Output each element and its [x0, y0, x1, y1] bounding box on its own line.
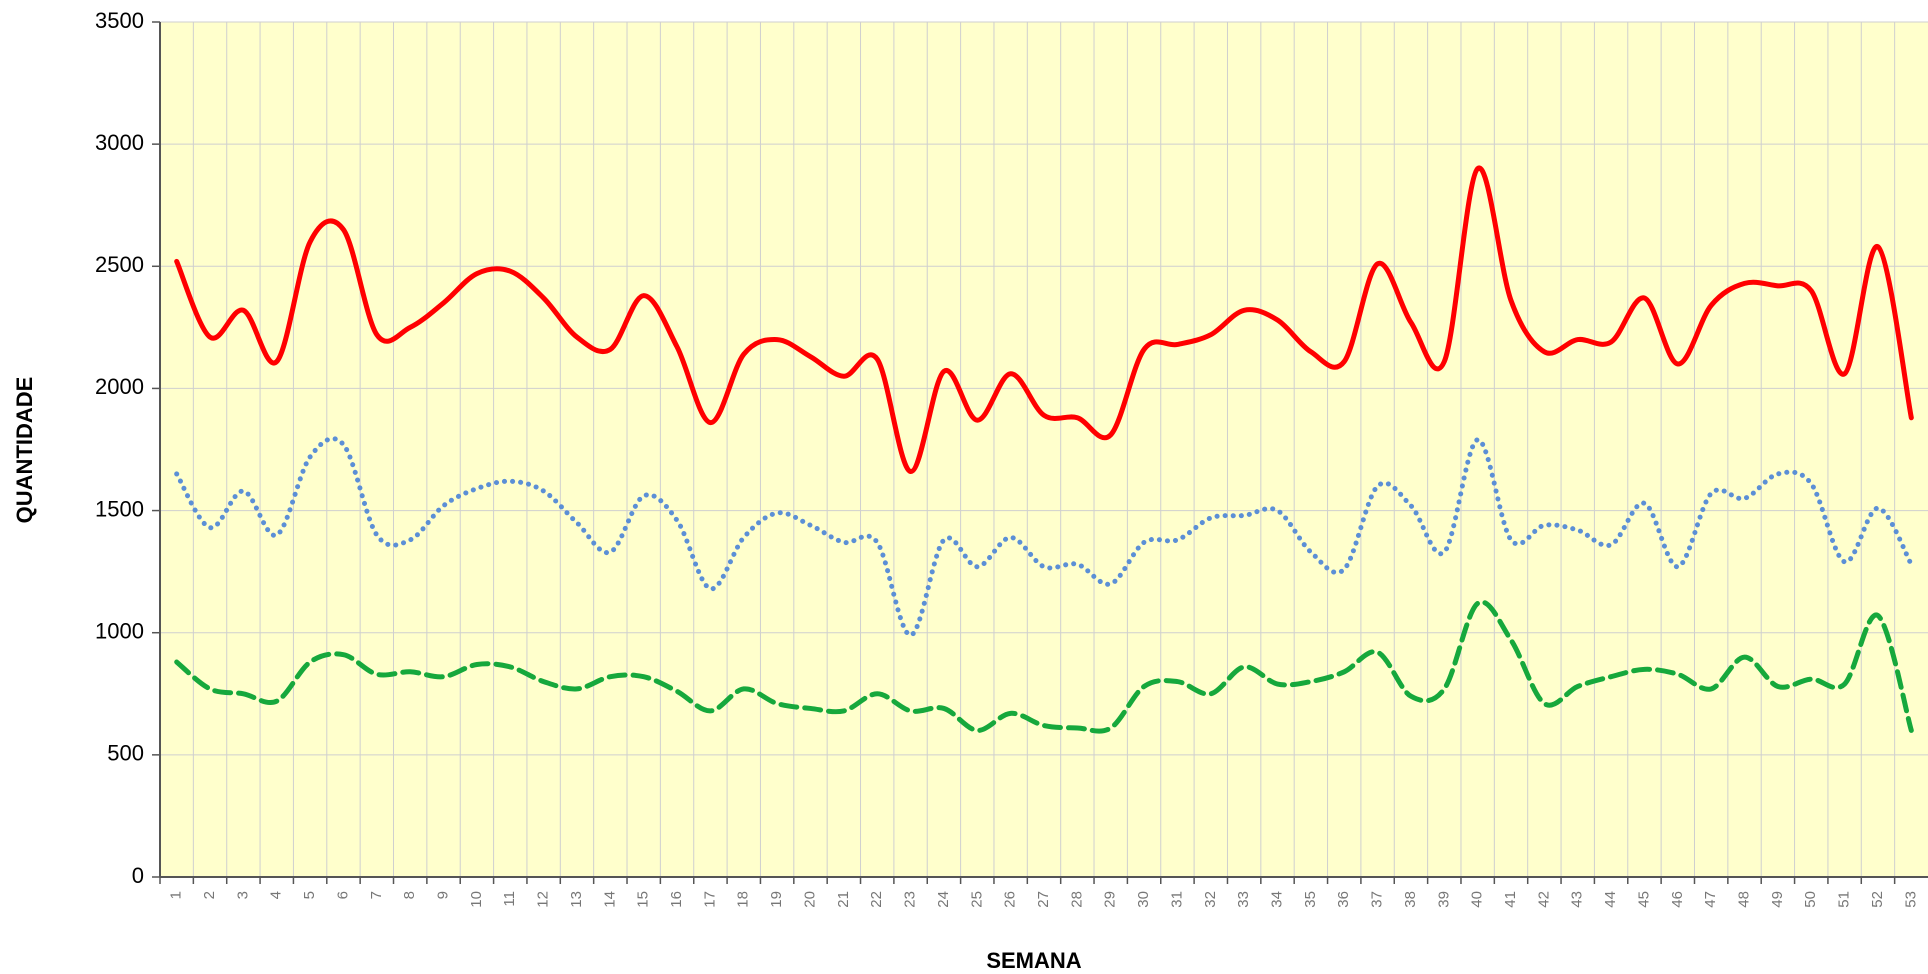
x-tick-label: 53: [1902, 891, 1919, 908]
x-tick-label: 44: [1602, 891, 1619, 908]
y-tick-label: 2000: [95, 374, 144, 399]
x-tick-label: 5: [301, 891, 318, 899]
x-tick-label: 20: [801, 891, 818, 908]
y-tick-label: 3500: [95, 8, 144, 33]
y-tick-label: 1000: [95, 619, 144, 644]
x-tick-label: 21: [835, 891, 852, 908]
x-tick-label: 7: [368, 891, 385, 899]
x-tick-label: 22: [868, 891, 885, 908]
x-tick-label: 50: [1802, 891, 1819, 908]
y-axis-title: QUANTIDADE: [12, 377, 37, 524]
x-tick-label: 34: [1268, 891, 1285, 908]
x-tick-label: 14: [601, 891, 618, 908]
y-tick-label: 500: [107, 741, 144, 766]
x-tick-label: 17: [701, 891, 718, 908]
y-tick-label: 0: [132, 863, 144, 888]
x-tick-label: 38: [1402, 891, 1419, 908]
x-tick-label: 3: [234, 891, 251, 899]
x-tick-label: 16: [668, 891, 685, 908]
x-tick-label: 24: [935, 891, 952, 908]
x-tick-label: 40: [1469, 891, 1486, 908]
x-tick-label: 2: [201, 891, 218, 899]
x-tick-label: 36: [1335, 891, 1352, 908]
y-tick-label: 1500: [95, 496, 144, 521]
x-tick-label: 32: [1202, 891, 1219, 908]
x-tick-label: 42: [1535, 891, 1552, 908]
plot-area: [160, 22, 1928, 877]
x-tick-label: 47: [1702, 891, 1719, 908]
x-tick-label: 4: [268, 891, 285, 899]
x-tick-label: 10: [468, 891, 485, 908]
x-tick-label: 29: [1102, 891, 1119, 908]
x-tick-label: 28: [1068, 891, 1085, 908]
x-tick-label: 8: [401, 891, 418, 899]
x-tick-label: 51: [1836, 891, 1853, 908]
x-tick-label: 25: [968, 891, 985, 908]
x-tick-label: 27: [1035, 891, 1052, 908]
x-tick-label: 43: [1569, 891, 1586, 908]
x-tick-label: 46: [1669, 891, 1686, 908]
x-tick-label: 9: [435, 891, 452, 899]
y-tick-label: 2500: [95, 252, 144, 277]
x-tick-label: 33: [1235, 891, 1252, 908]
x-tick-label: 41: [1502, 891, 1519, 908]
x-tick-label: 30: [1135, 891, 1152, 908]
x-tick-label: 12: [535, 891, 552, 908]
x-tick-label: 45: [1635, 891, 1652, 908]
series-line: [174, 599, 1914, 734]
x-tick-label: 37: [1369, 891, 1386, 908]
x-axis-title: SEMANA: [986, 948, 1081, 973]
x-tick-label: 18: [735, 891, 752, 908]
x-tick-label: 19: [768, 891, 785, 908]
x-tick-label: 48: [1735, 891, 1752, 908]
series-line: [174, 436, 1914, 638]
x-tick-label: 52: [1869, 891, 1886, 908]
x-tick-label: 13: [568, 891, 585, 908]
x-tick-label: 35: [1302, 891, 1319, 908]
x-tick-label: 11: [501, 891, 518, 907]
x-tick-label: 26: [1002, 891, 1019, 908]
x-tick-label: 1: [168, 891, 185, 899]
x-tick-label: 31: [1168, 891, 1185, 908]
series-line: [174, 165, 1914, 474]
x-tick-label: 49: [1769, 891, 1786, 908]
x-tick-label: 39: [1435, 891, 1452, 908]
x-tick-label: 15: [635, 891, 652, 908]
x-tick-label: 6: [334, 891, 351, 899]
y-tick-label: 3000: [95, 130, 144, 155]
x-tick-label: 23: [902, 891, 919, 908]
